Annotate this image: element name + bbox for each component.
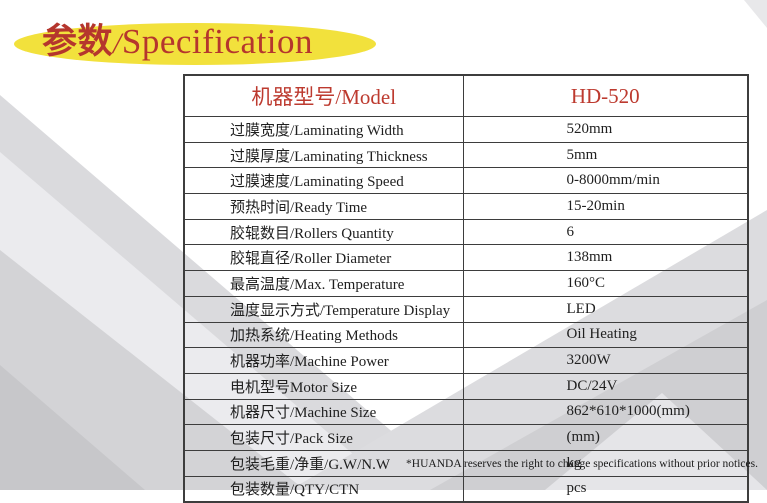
table-row: 电机型号Motor Size DC/24V [183,372,749,400]
spec-label: 胶辊数目/Rollers Quantity [183,218,464,246]
spec-value: 3200W [462,347,749,374]
spec-value: (mm) [462,424,749,451]
spec-label: 过膜速度/Laminating Speed [183,167,464,195]
spec-value: 138mm [462,244,749,272]
footer-note: *HUANDA reserves the right to change spe… [406,458,758,470]
spec-value: 0-8000mm/min [462,167,749,195]
spec-label: 温度显示方式/Temperature Display [183,295,464,323]
page-title: 参数/Specification [42,18,313,68]
table-row: 加热系统/Heating Methods Oil Heating [183,321,749,349]
spec-label: 包装尺寸/Pack Size [183,424,464,451]
page-title-divider: / [113,27,122,60]
spec-label: 机器功率/Machine Power [183,347,464,374]
spec-label: 过膜厚度/Laminating Thickness [183,141,464,169]
table-row: 机器功率/Machine Power 3200W [183,347,749,374]
spec-label: 电机型号Motor Size [183,372,464,400]
spec-label: 过膜宽度/Laminating Width [183,116,464,143]
model-header-label: 机器型号/Model [183,74,464,117]
spec-value: DC/24V [462,372,749,400]
spec-value: 862*610*1000(mm) [462,398,749,426]
spec-label: 预热时间/Ready Time [183,193,464,220]
table-row: 温度显示方式/Temperature Display LED [183,295,749,323]
table-row: 过膜宽度/Laminating Width 520mm [183,116,749,143]
model-header-row: 机器型号/Model HD-520 [183,74,749,117]
table-row: 胶辊数目/Rollers Quantity 6 [183,218,749,246]
table-row: 预热时间/Ready Time 15-20min [183,193,749,220]
spec-value: Oil Heating [462,321,749,349]
spec-label: 胶辊直径/Roller Diameter [183,244,464,272]
table-row: 机器尺寸/Machine Size 862*610*1000(mm) [183,398,749,426]
table-row: 最高温度/Max. Temperature 160°C [183,270,749,297]
table-row: 过膜厚度/Laminating Thickness 5mm [183,141,749,169]
page-title-en: Specification [121,22,314,61]
table-row: 包装数量/QTY/CTN pcs [183,475,749,503]
spec-table: 机器型号/Model HD-520 过膜宽度/Laminating Width … [183,74,749,503]
spec-value: pcs [462,475,749,503]
spec-value: 520mm [462,116,749,143]
spec-label: 包装数量/QTY/CTN [183,475,464,503]
page-title-zh: 参数 [42,22,114,61]
model-header-value: HD-520 [462,74,749,117]
spec-value: 15-20min [462,193,749,220]
title-highlight-ellipse [14,23,376,65]
spec-value: 6 [462,218,749,246]
page-title-block: 参数/Specification [14,18,394,68]
table-row: 包装尺寸/Pack Size (mm) [183,424,749,451]
spec-label: 最高温度/Max. Temperature [183,270,464,297]
table-row: 胶辊直径/Roller Diameter 138mm [183,244,749,272]
spec-label: 包装毛重/净重/G.W/N.W [183,449,464,477]
table-row: 包装毛重/净重/G.W/N.W kg [183,449,749,477]
spec-label: 加热系统/Heating Methods [183,321,464,349]
spec-label: 机器尺寸/Machine Size [183,398,464,426]
spec-value: LED [462,295,749,323]
spec-value: 5mm [462,141,749,169]
table-row: 过膜速度/Laminating Speed 0-8000mm/min [183,167,749,195]
spec-value: 160°C [462,270,749,297]
